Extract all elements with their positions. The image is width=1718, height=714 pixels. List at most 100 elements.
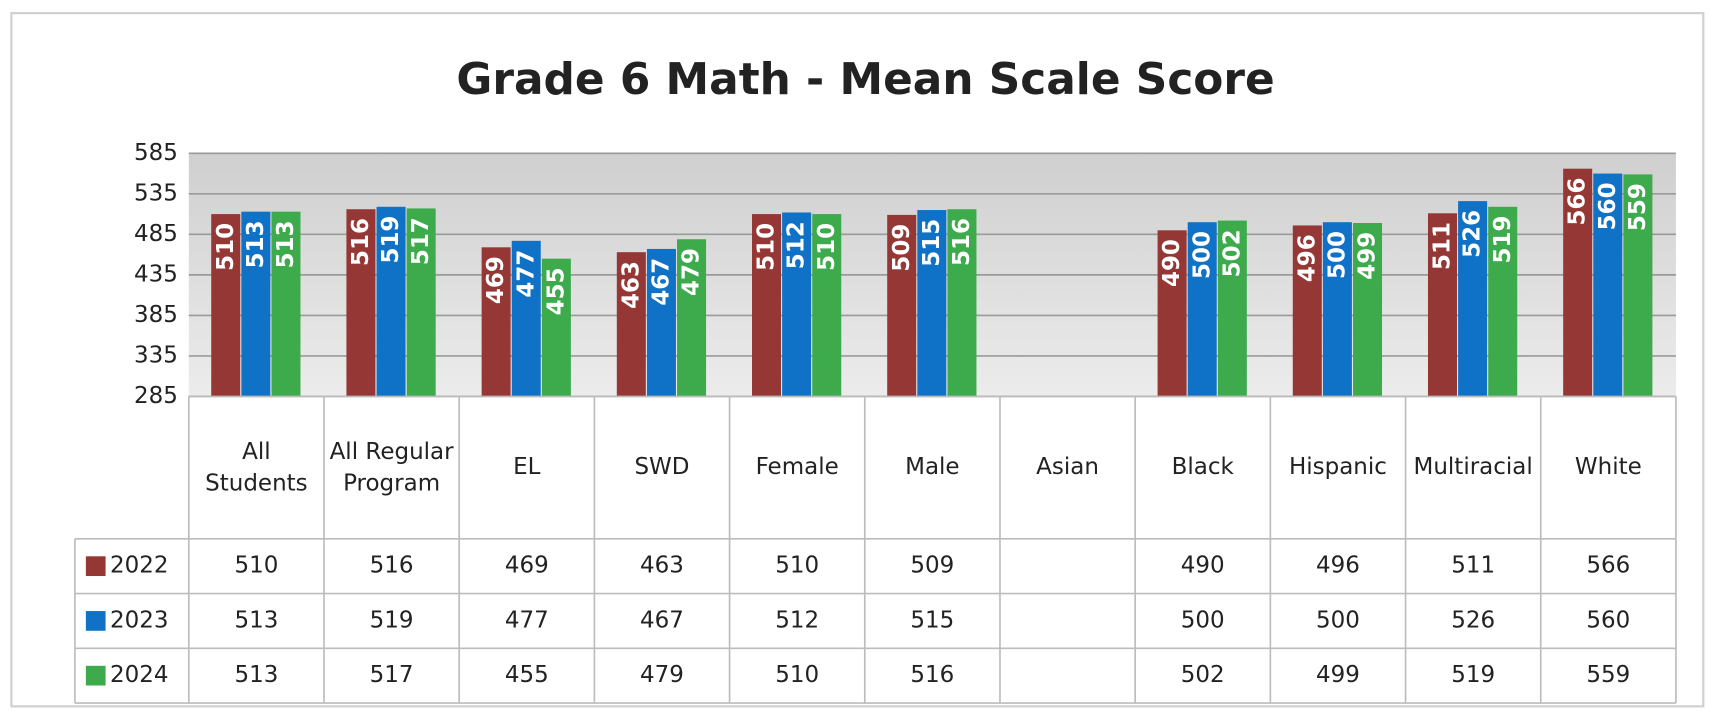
bar [616,252,646,397]
bar [1458,201,1488,397]
table-value: 455 [505,662,549,688]
category-cell: Black [1171,453,1234,480]
bar [1427,213,1457,397]
table-value: 510 [234,553,278,579]
bar [1292,225,1322,397]
data-label: 519 [1490,216,1516,264]
data-label: 559 [1625,183,1651,231]
table-value: 496 [1316,553,1360,579]
table-value: 526 [1451,607,1495,633]
category-cell: Multiracial [1413,454,1532,480]
bar [346,209,376,397]
category-cell: Male [905,454,959,480]
data-label: 455 [543,267,569,315]
table-value: 490 [1181,553,1225,579]
x-tick-label: Female [755,453,839,480]
x-tick-label: All Regular Program [329,437,454,497]
data-label: 513 [243,220,269,268]
legend-label: 2024 [110,662,168,688]
bar [1353,223,1383,397]
bar [1322,222,1352,397]
data-label: 510 [754,223,780,271]
data-label: 516 [348,218,374,266]
bar [1593,173,1623,397]
category-cell: Hispanic [1288,453,1387,480]
data-label: 496 [1294,234,1320,282]
legend-swatch [85,556,106,577]
table-value: 516 [370,553,414,579]
table-value: 516 [910,662,954,688]
table-value: 519 [1451,662,1495,688]
category-cell: Asian [1036,453,1099,480]
table-value: 467 [640,607,684,633]
table-value: 511 [1451,553,1495,579]
y-tick-label: 335 [134,342,178,368]
data-label: 499 [1355,232,1381,280]
bar [677,239,707,397]
table-value: 559 [1586,662,1630,688]
data-label: 515 [919,219,945,267]
bar [917,210,947,397]
data-label: 490 [1159,239,1185,287]
data-label: 479 [679,248,705,296]
table-value: 500 [1181,607,1225,633]
x-tick-label: Asian [1036,453,1099,480]
table-value: 463 [640,553,684,579]
data-label: 516 [949,218,975,266]
bar [481,247,511,397]
bar [1563,168,1593,397]
bar [241,211,271,397]
data-label: 526 [1460,210,1486,258]
table-value: 519 [370,607,414,633]
bar [541,258,571,397]
data-label: 519 [378,216,404,264]
x-tick-label: Black [1171,453,1234,480]
y-tick-label: 485 [134,221,178,247]
category-cell: All Regular Program [329,437,454,497]
table-value: 502 [1181,662,1225,688]
bar [406,208,436,397]
data-label: 502 [1219,229,1245,277]
table-value: 517 [370,662,414,688]
table-value: 510 [775,553,819,579]
table-value: 513 [234,607,278,633]
bar [511,240,541,397]
x-tick-label: Hispanic [1288,453,1387,480]
table-value: 509 [910,553,954,579]
data-label: 463 [618,261,644,309]
table-value: 477 [505,607,549,633]
data-label: 511 [1430,222,1456,270]
legend-label: 2022 [110,553,168,579]
data-label: 509 [889,224,915,272]
bar [376,206,406,397]
y-tick-label: 385 [134,302,178,328]
x-tick-label: SWD [634,453,690,480]
y-tick-label: 285 [134,383,178,409]
bar [1157,230,1187,397]
legend-swatch [85,665,106,686]
legend-label: 2023 [110,607,168,633]
category-cell: EL [513,453,541,480]
data-label: 467 [648,258,674,306]
category-cell: SWD [634,453,690,480]
category-cell: Female [755,453,839,480]
bar [646,248,676,397]
category-cell: White [1575,454,1642,480]
data-label: 517 [408,217,434,265]
bar [752,214,782,397]
data-label: 512 [784,221,810,269]
chart-title: Grade 6 Math - Mean Scale Score [456,54,1274,105]
x-tick-label: EL [513,453,541,480]
category-cell: All Students [205,438,308,496]
table-value: 513 [234,662,278,688]
data-label: 469 [483,256,509,304]
bar [1187,222,1217,397]
table-value: 500 [1316,607,1360,633]
bar [782,212,812,397]
table-value: 499 [1316,662,1360,688]
bar [1217,220,1247,397]
y-tick-label: 535 [134,180,178,206]
table-value: 566 [1586,553,1630,579]
